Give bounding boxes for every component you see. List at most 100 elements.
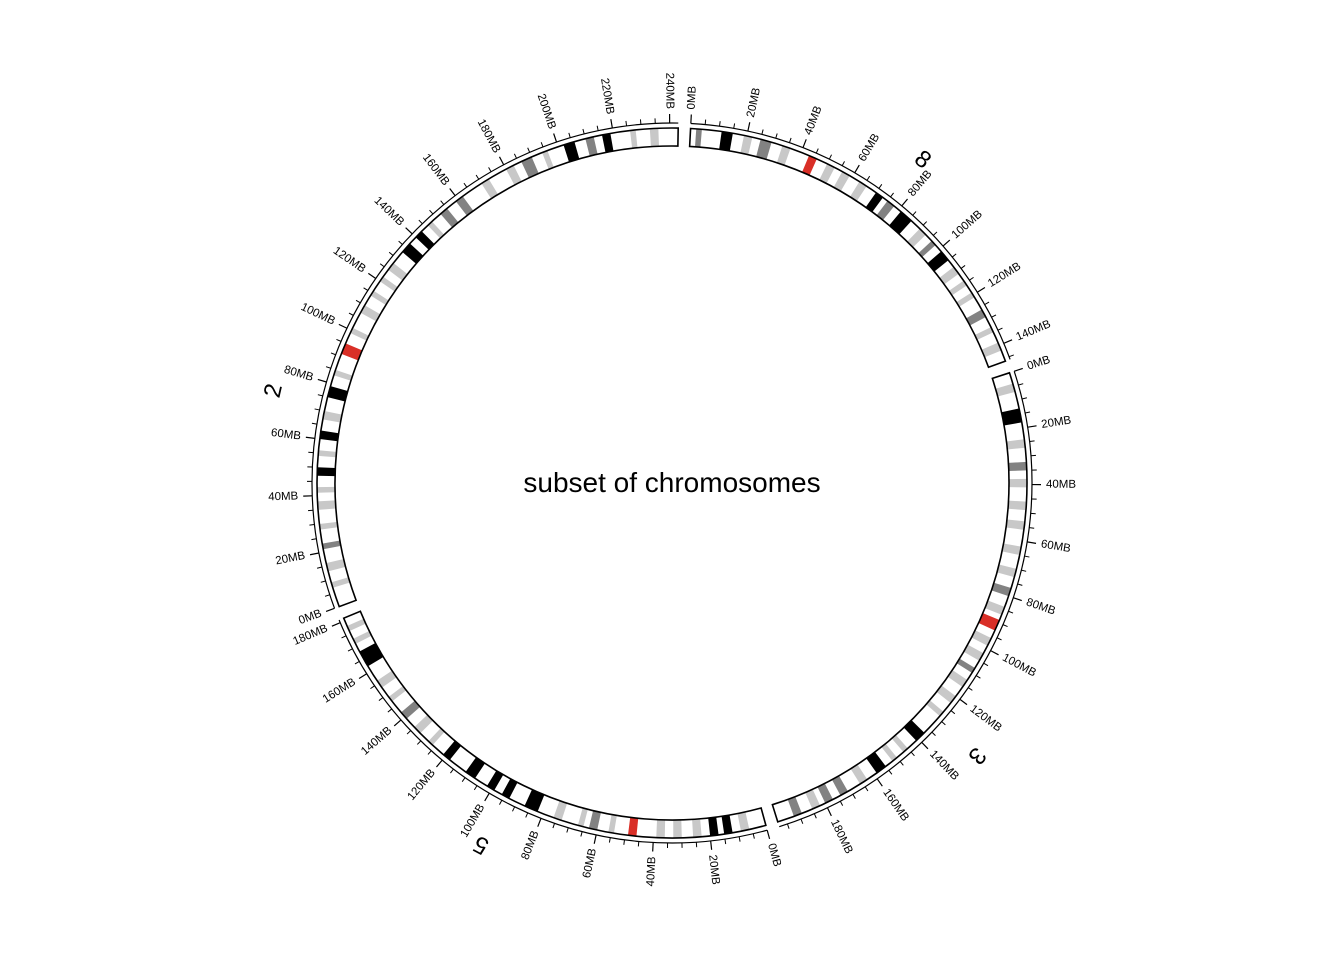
band-gpos50 [506,165,522,186]
band-gpos50 [926,700,944,717]
tick-label: 160MB [420,152,452,189]
major-tick [484,792,490,802]
band-acen [978,613,1000,631]
tick-label: 20MB [706,854,721,885]
band-gpos75 [876,200,895,221]
minor-tick [910,751,915,757]
band-gpos100 [415,231,435,250]
band-gpos25 [333,369,353,381]
band-gpos25 [996,564,1017,578]
tick-label: 80MB [519,829,541,862]
band-gpos75 [588,810,601,831]
band-acen [341,343,363,361]
major-tick [331,622,341,627]
band-gpos50 [322,410,343,423]
tick-axis-line [338,619,768,844]
chromosome-outline [771,371,1028,823]
band-gpos100 [865,192,883,212]
tick-label: 40MB [268,490,299,503]
major-tick [358,673,368,680]
band-gpos25 [819,163,835,184]
major-tick [309,552,319,556]
minor-tick [314,408,320,411]
band-gpos25 [542,150,554,170]
minor-tick [1024,555,1030,558]
tick-label: 0MB [1026,354,1053,373]
tick-axis-line [779,371,1033,828]
band-gpos75 [956,658,975,673]
tick-label: 140MB [372,195,407,229]
major-tick [368,272,377,279]
minor-tick [878,184,883,189]
minor-tick [788,137,792,143]
tick-label: 80MB [1025,597,1058,618]
minor-tick [960,265,966,269]
minor-tick [1008,354,1014,358]
band-gpos100 [486,770,504,791]
major-tick [405,227,413,235]
minor-tick [912,211,917,216]
major-tick [876,778,883,787]
band-gpos100 [927,251,949,272]
band-gpos50 [692,818,702,838]
minor-tick [841,161,845,166]
chromosome-name-5: 5 [469,830,493,860]
major-tick [553,133,558,143]
minor-tick [379,263,385,268]
minor-tick [922,221,928,226]
minor-tick [1021,569,1027,572]
minor-tick [370,685,375,690]
minor-tick [475,174,480,180]
band-gpos50 [377,670,397,688]
band-gpos75 [831,775,848,796]
band-gpos25 [849,181,867,202]
tick-label: 220MB [598,77,616,115]
band-gpos25 [317,500,336,510]
band-gpos100 [903,720,925,741]
major-tick [393,719,402,727]
band-gpos50 [577,807,588,827]
minor-tick [1018,383,1024,386]
band-gpos100 [359,642,384,667]
tick-label: 0MB [686,85,699,110]
minor-tick [608,837,611,843]
minor-tick [311,422,317,425]
minor-tick [406,730,412,735]
major-tick [942,239,951,247]
band-gpos25 [388,686,407,702]
minor-tick [463,182,468,188]
tick-label: 20MB [745,86,763,118]
minor-tick [363,287,369,291]
tick-label: 140MB [1014,318,1053,343]
band-gpos50 [326,559,346,572]
major-tick [537,818,542,827]
minor-tick [1021,397,1028,400]
major-tick [498,156,505,166]
minor-tick [813,813,817,819]
minor-tick [416,740,422,745]
minor-tick [311,538,317,541]
band-gpos50 [317,486,336,493]
major-tick [1027,541,1037,544]
chromosome-name-2: 2 [259,381,288,400]
minor-tick [983,662,989,667]
minor-tick [429,209,434,215]
band-gpos25 [850,764,868,785]
minor-tick [932,231,938,236]
tick-label: 120MB [331,245,368,276]
minor-tick [552,823,556,829]
tick-label: 100MB [1000,652,1038,680]
chromosome-name-8: 8 [909,145,936,175]
band-gpos50 [939,266,959,285]
band-gpos100 [327,386,348,402]
minor-tick [996,637,1002,641]
band-gpos25 [1001,543,1022,556]
band-gpos25 [553,800,568,821]
chromosome-outline [316,127,680,608]
band-gpos100 [708,817,719,836]
minor-tick [473,785,478,791]
minor-tick [488,167,492,173]
band-gpos50 [805,789,821,810]
minor-tick [527,147,531,153]
